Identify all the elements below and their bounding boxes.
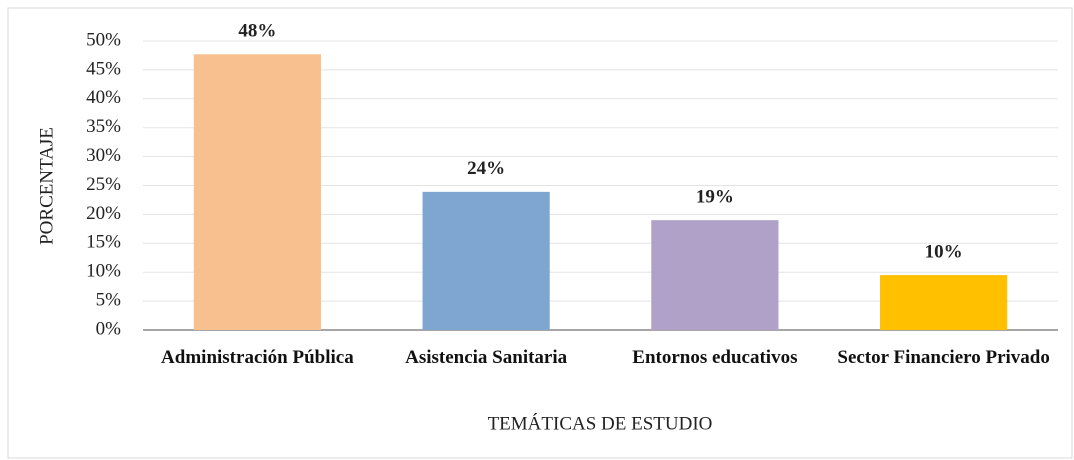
- y-tick-label: 15%: [86, 232, 121, 253]
- y-tick-label: 25%: [86, 174, 121, 195]
- chart-border: [7, 7, 1073, 459]
- data-label: 10%: [925, 241, 963, 262]
- y-axis-title: PORCENTAJE: [36, 127, 57, 245]
- y-tick-label: 5%: [96, 289, 122, 310]
- x-tick-label: Administración Pública: [161, 347, 354, 368]
- x-tick-label: Sector Financiero Privado: [837, 347, 1050, 368]
- bar: [651, 220, 779, 330]
- bar: [880, 275, 1008, 330]
- data-label: 24%: [467, 158, 505, 179]
- y-tick-label: 50%: [86, 29, 121, 50]
- y-tick-label: 30%: [86, 145, 121, 166]
- y-tick-label: 20%: [86, 203, 121, 224]
- data-label: 19%: [696, 187, 734, 208]
- x-axis-title: TEMÁTICAS DE ESTUDIO: [488, 412, 713, 434]
- x-tick-label: Entornos educativos: [632, 347, 798, 368]
- y-tick-label: 0%: [96, 318, 122, 339]
- bar: [193, 54, 321, 330]
- y-tick-label: 40%: [86, 87, 121, 108]
- y-tick-label: 45%: [86, 58, 121, 79]
- data-label: 48%: [238, 21, 276, 42]
- x-tick-label: Asistencia Sanitaria: [405, 347, 568, 368]
- y-tick-label: 35%: [86, 116, 121, 137]
- y-tick-label: 10%: [86, 261, 121, 282]
- bar: [422, 191, 550, 330]
